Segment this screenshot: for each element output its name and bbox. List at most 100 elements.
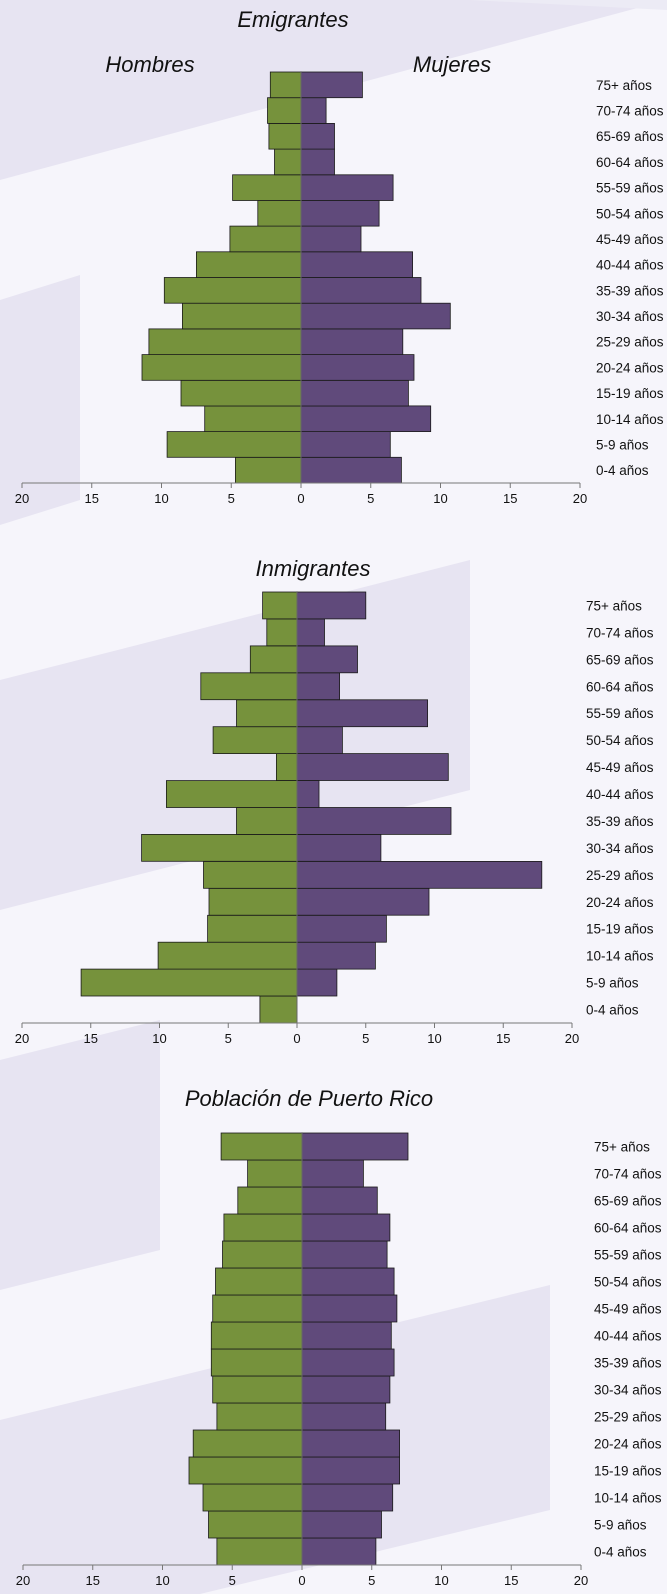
category-label: 70-74 años xyxy=(586,625,654,640)
bar-mujeres xyxy=(296,807,452,835)
bar-mujeres xyxy=(296,834,382,862)
background-band xyxy=(470,0,667,10)
category-label: 45-49 años xyxy=(596,232,664,247)
category-label: 40-44 años xyxy=(586,787,654,802)
bar-hombres xyxy=(269,71,302,99)
x-tick-label: 5 xyxy=(225,1031,232,1046)
bar-mujeres xyxy=(296,699,429,728)
bar-mujeres xyxy=(301,1348,395,1377)
category-label: 35-39 años xyxy=(594,1356,662,1371)
bar-hombres xyxy=(237,1186,303,1215)
category-label: 25-29 años xyxy=(596,335,664,350)
category-label: 20-24 años xyxy=(594,1437,662,1452)
bar-hombres xyxy=(267,97,302,124)
bar-mujeres xyxy=(301,1483,394,1512)
category-label: 35-39 años xyxy=(586,814,654,829)
category-label: 20-24 años xyxy=(586,895,654,910)
x-tick-label: 5 xyxy=(368,1573,375,1588)
bar-hombres xyxy=(208,887,298,916)
category-label: 60-64 años xyxy=(596,155,664,170)
category-label: 50-54 años xyxy=(586,733,654,748)
legend-women-label: Mujeres xyxy=(413,52,491,77)
bar-mujeres xyxy=(301,1510,382,1539)
x-tick-label: 0 xyxy=(297,491,304,506)
bar-mujeres xyxy=(296,726,343,755)
category-label: 30-34 años xyxy=(596,309,664,324)
x-tick-label: 15 xyxy=(86,1573,100,1588)
background-band xyxy=(0,275,80,525)
category-label: 65-69 años xyxy=(594,1194,662,1209)
bar-hombres xyxy=(203,861,298,889)
category-labels: 0-4 años 5-9 años 10-14 años 15-19 años 20-2… xyxy=(594,1140,662,1560)
category-label: 15-19 años xyxy=(596,386,664,401)
category-label: 50-54 años xyxy=(596,206,664,221)
chart-title: Población de Puerto Rico xyxy=(185,1086,433,1111)
x-tick-label: 15 xyxy=(504,1573,518,1588)
category-label: 15-19 años xyxy=(594,1464,662,1479)
bar-hombres xyxy=(234,456,302,484)
x-tick-label: 15 xyxy=(503,491,517,506)
bar-mujeres xyxy=(300,354,415,381)
bar-hombres xyxy=(268,123,302,150)
bar-mujeres xyxy=(301,1186,378,1215)
x-tick-label: 5 xyxy=(362,1031,369,1046)
bar-hombres xyxy=(212,1375,303,1404)
bar-hombres xyxy=(181,302,302,330)
category-label: 70-74 años xyxy=(594,1167,662,1182)
bar-hombres xyxy=(223,1213,303,1242)
category-label: 55-59 años xyxy=(596,181,664,196)
bar-mujeres xyxy=(300,405,432,432)
bar-hombres xyxy=(210,1348,303,1377)
bar-mujeres xyxy=(300,97,327,124)
category-label: 40-44 años xyxy=(596,258,664,273)
category-label: 10-14 años xyxy=(596,412,664,427)
bar-hombres xyxy=(236,807,298,835)
bar-mujeres xyxy=(300,123,335,150)
bar-hombres xyxy=(204,405,302,432)
bar-hombres xyxy=(163,277,302,304)
bar-mujeres xyxy=(301,1429,400,1458)
poblacion-pyramid: Población de Puerto Rico 20 15 10 5 0 5 10 15 20… xyxy=(16,1086,662,1588)
bar-mujeres xyxy=(296,968,338,997)
bar-hombres xyxy=(274,148,302,176)
bar-mujeres xyxy=(296,861,543,889)
bar-hombres xyxy=(232,174,302,201)
bar-hombres xyxy=(220,1132,303,1161)
bar-mujeres xyxy=(301,1240,388,1269)
category-label: 60-64 años xyxy=(594,1221,662,1236)
category-label: 35-39 años xyxy=(596,283,664,298)
bar-hombres xyxy=(222,1240,303,1269)
bar-mujeres xyxy=(301,1456,400,1485)
category-label: 25-29 años xyxy=(594,1410,662,1425)
bar-hombres xyxy=(188,1456,303,1485)
x-tick-label: 0 xyxy=(293,1031,300,1046)
category-label: 10-14 años xyxy=(586,949,654,964)
bar-hombres xyxy=(266,618,298,647)
bar-hombres xyxy=(148,328,302,355)
bar-hombres xyxy=(216,1402,303,1431)
bar-hombres xyxy=(259,995,298,1024)
category-label: 0-4 años xyxy=(586,1003,639,1018)
bar-mujeres xyxy=(300,71,363,99)
bar-hombres xyxy=(257,199,302,227)
category-label: 60-64 años xyxy=(586,679,654,694)
bar-hombres xyxy=(247,1159,303,1188)
bar-hombres xyxy=(215,1267,303,1296)
bar-mujeres xyxy=(300,199,380,227)
x-tick-label: 5 xyxy=(367,491,374,506)
x-tick-label: 10 xyxy=(155,1573,169,1588)
bar-hombres xyxy=(208,1510,303,1539)
x-axis: 20 15 10 5 0 5 10 15 20 xyxy=(16,1133,588,1588)
category-labels: 0-4 años 5-9 años 10-14 años 15-19 años 20-2… xyxy=(586,599,654,1018)
bar-hombres xyxy=(236,699,298,728)
bar-mujeres xyxy=(296,591,367,620)
bar-mujeres xyxy=(301,1159,364,1188)
category-label: 75+ años xyxy=(586,599,642,614)
category-label: 55-59 años xyxy=(586,706,654,721)
bar-mujeres xyxy=(296,914,387,943)
bar-hombres xyxy=(195,251,302,278)
chart-title: Emigrantes xyxy=(237,7,348,32)
bar-hombres xyxy=(80,968,298,997)
category-label: 40-44 años xyxy=(594,1329,662,1344)
